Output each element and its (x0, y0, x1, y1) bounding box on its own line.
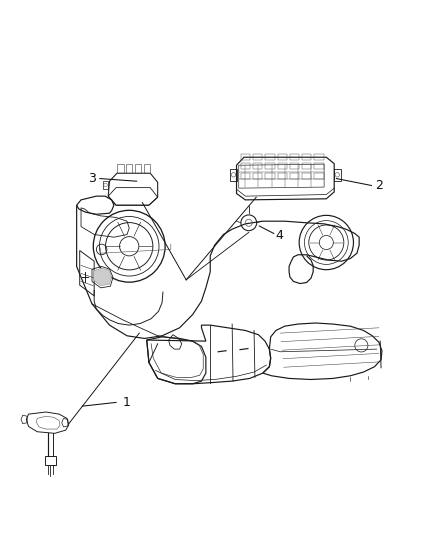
Bar (314, 164, 324, 169)
Text: 1: 1 (123, 396, 131, 409)
Bar (302, 173, 311, 179)
Polygon shape (94, 268, 112, 286)
Bar (290, 164, 299, 169)
Text: 2: 2 (375, 179, 383, 192)
Text: 4: 4 (276, 229, 283, 242)
Bar (241, 173, 250, 179)
Text: 3: 3 (88, 172, 96, 185)
Bar (253, 173, 262, 179)
Bar (302, 154, 311, 160)
Bar (241, 154, 250, 160)
Bar (314, 173, 324, 179)
Bar (253, 154, 262, 160)
Bar (314, 154, 324, 160)
Bar (278, 164, 287, 169)
Bar (265, 173, 275, 179)
Bar (278, 154, 287, 160)
Bar (253, 164, 262, 169)
Bar (241, 164, 250, 169)
Bar (265, 154, 275, 160)
Bar (302, 164, 311, 169)
Bar (278, 173, 287, 179)
Bar (290, 154, 299, 160)
Bar (265, 164, 275, 169)
Bar (290, 173, 299, 179)
